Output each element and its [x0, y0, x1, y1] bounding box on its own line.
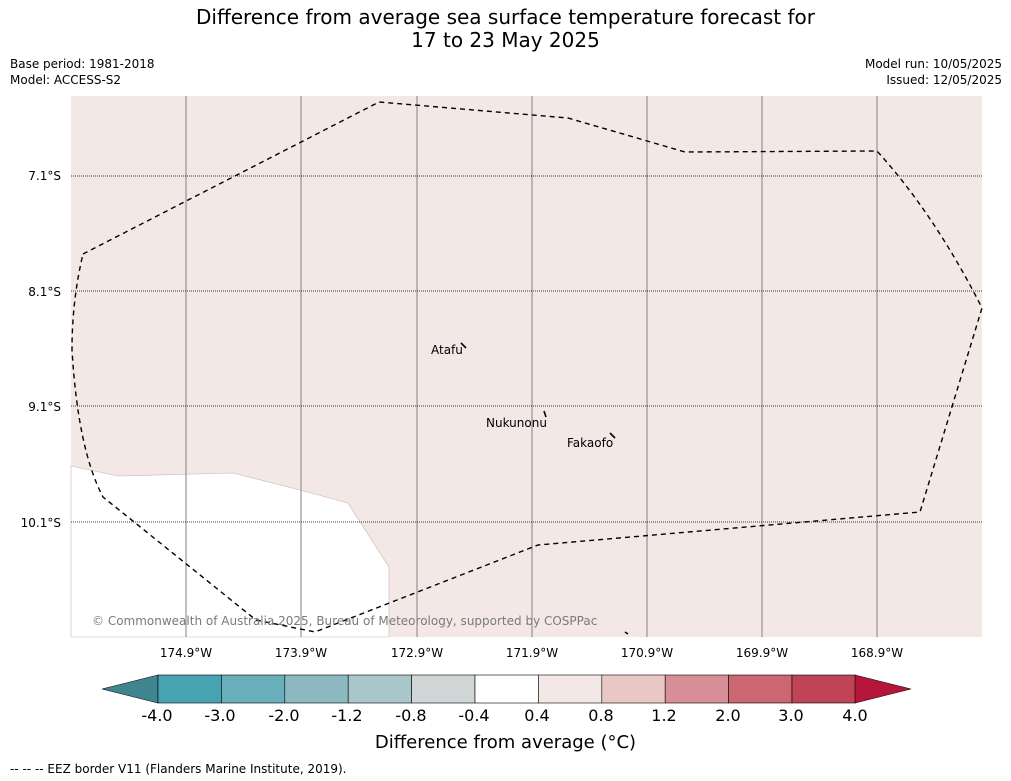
title-line-1: Difference from average sea surface temp…: [195, 5, 815, 29]
colorbar-label: -4.0: [141, 706, 173, 725]
eez-border: [71, 101, 983, 633]
model-name: Model: ACCESS-S2: [10, 73, 122, 87]
colorbar-cell: [664, 674, 729, 704]
colorbar-cells: [157, 674, 856, 704]
colorbar-label: -3.0: [204, 706, 236, 725]
lon-label-5: 170.9°W: [620, 646, 674, 660]
colorbar-title: Difference from average (°C): [374, 732, 637, 753]
near-zero-anomaly-region: [70, 465, 390, 638]
lon-label-6: 169.9°W: [735, 646, 789, 660]
colorbar-cell: [347, 674, 412, 704]
issued-date: Issued: 12/05/2025: [886, 73, 1002, 87]
lon-label-1: 174.9°W: [159, 646, 213, 660]
colorbar-label: -0.4: [458, 706, 490, 725]
colorbar-label: -0.8: [395, 706, 427, 725]
colorbar-cell: [791, 674, 856, 704]
nukunonu-atoll: [543, 410, 547, 418]
colorbar-cell: [601, 674, 666, 704]
lat-label-3: 9.1°S: [28, 400, 61, 414]
longitude-gridlines: [185, 96, 878, 637]
map-title: Difference from average sea surface temp…: [0, 6, 1011, 52]
atafu-atoll: [460, 342, 467, 349]
copyright-notice: © Commonwealth of Australia 2025, Bureau…: [92, 614, 598, 628]
colorbar: [101, 674, 912, 704]
meta-left: Base period: 1981-2018 Model: ACCESS-S2: [10, 56, 155, 88]
base-period: Base period: 1981-2018: [10, 57, 155, 71]
colorbar-over-triangle: [854, 674, 912, 704]
colorbar-cell: [474, 674, 539, 704]
place-label-atafu: Atafu: [431, 343, 463, 357]
colorbar-cell: [728, 674, 793, 704]
place-label-fakaofo: Fakaofo: [567, 436, 614, 450]
lon-label-4: 171.9°W: [505, 646, 559, 660]
colorbar-label: 2.0: [715, 706, 741, 725]
lon-label-3: 172.9°W: [390, 646, 444, 660]
colorbar-label: 0.8: [588, 706, 614, 725]
lat-label-2: 8.1°S: [28, 285, 61, 299]
small-island-mark: [624, 631, 629, 635]
lon-label-7: 168.9°W: [850, 646, 904, 660]
colorbar-label: 1.2: [651, 706, 677, 725]
model-run: Model run: 10/05/2025: [864, 57, 1002, 71]
colorbar-label: 4.0: [842, 706, 868, 725]
title-line-2: 17 to 23 May 2025: [411, 28, 600, 52]
colorbar-cell: [411, 674, 476, 704]
colorbar-cell: [284, 674, 349, 704]
colorbar-cell: [538, 674, 603, 704]
colorbar-label: 3.0: [778, 706, 804, 725]
lat-label-4: 10.1°S: [20, 516, 61, 530]
colorbar-label: -2.0: [268, 706, 300, 725]
colorbar-label: -1.2: [331, 706, 363, 725]
colorbar-under-triangle: [101, 674, 159, 704]
colorbar-cell: [157, 674, 222, 704]
lon-label-2: 173.9°W: [274, 646, 328, 660]
footer-legend: -- -- -- EEZ border V11 (Flanders Marine…: [10, 762, 347, 776]
meta-right: Model run: 10/05/2025 Issued: 12/05/2025: [865, 56, 1002, 88]
fakaofo-atoll: [609, 432, 616, 439]
colorbar-cell: [221, 674, 286, 704]
place-label-nukunonu: Nukunonu: [486, 416, 547, 430]
colorbar-label: 0.4: [524, 706, 550, 725]
lat-label-1: 7.1°S: [28, 169, 61, 183]
